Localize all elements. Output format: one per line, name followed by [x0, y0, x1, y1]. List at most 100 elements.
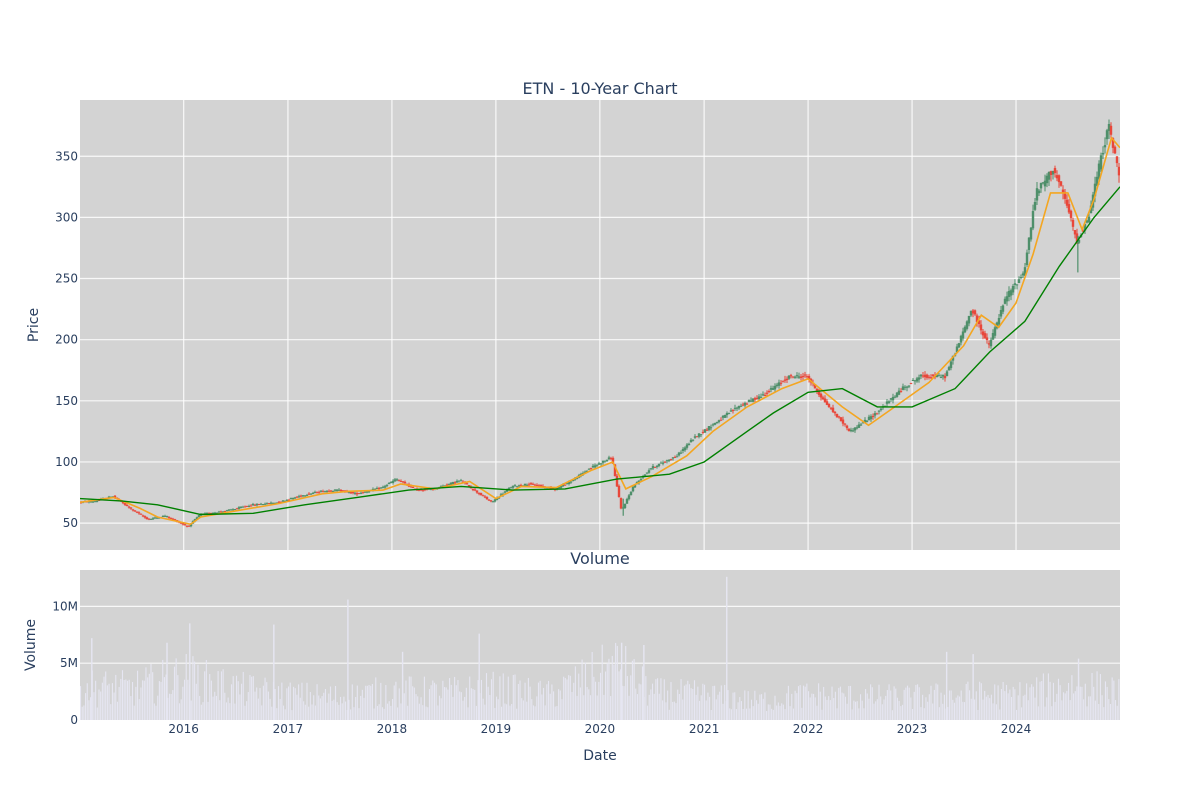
- candle-body: [483, 496, 487, 498]
- candle-body: [827, 404, 831, 408]
- candle-body: [917, 377, 921, 380]
- volume-bar: [516, 708, 518, 720]
- candle-body: [539, 485, 543, 487]
- candle-body: [609, 458, 613, 460]
- volume-bar: [928, 694, 930, 720]
- candle-body: [709, 427, 713, 429]
- volume-bar: [1037, 706, 1039, 720]
- volume-bar: [935, 683, 937, 720]
- candle-body: [293, 497, 297, 499]
- candle-body: [645, 472, 649, 474]
- volume-bar: [576, 695, 578, 720]
- volume-bar: [1073, 693, 1075, 720]
- candle-body: [499, 494, 503, 496]
- candle-body: [327, 490, 331, 492]
- volume-bar: [288, 686, 290, 720]
- candle-body: [267, 503, 271, 505]
- candle-body: [1059, 181, 1063, 186]
- volume-bar: [992, 703, 994, 720]
- volume-bar: [291, 710, 293, 720]
- volume-bar: [1113, 680, 1115, 720]
- volume-bar: [251, 676, 253, 720]
- volume-bar: [987, 694, 989, 720]
- candle-body: [411, 486, 415, 488]
- volume-bar: [880, 696, 882, 720]
- volume-bar: [598, 681, 600, 720]
- candle-body: [359, 492, 363, 494]
- candle-body: [655, 465, 659, 467]
- volume-bar: [452, 696, 454, 720]
- candle-body: [1081, 230, 1085, 232]
- volume-bar: [1062, 692, 1065, 720]
- candle-body: [1049, 171, 1053, 175]
- candle-body: [617, 485, 621, 498]
- volume-bar: [1022, 695, 1024, 720]
- volume-bar: [130, 696, 132, 720]
- volume-bar: [194, 661, 196, 720]
- volume-bar: [896, 697, 899, 720]
- candle-body: [997, 317, 1001, 325]
- volume-bar: [610, 696, 612, 720]
- volume-bar: [811, 693, 813, 720]
- candle-body: [943, 375, 947, 379]
- volume-bar: [100, 691, 102, 720]
- volume-bar: [955, 697, 957, 720]
- candle-body: [825, 401, 829, 405]
- volume-bar: [719, 691, 721, 720]
- candle-body: [895, 392, 899, 397]
- candle-body: [889, 398, 893, 400]
- volume-bar: [974, 699, 976, 720]
- volume-bar: [499, 676, 501, 720]
- volume-bar: [433, 682, 436, 720]
- candle-body: [89, 501, 93, 503]
- candle-body: [769, 388, 773, 390]
- volume-bar: [813, 693, 815, 720]
- candle-body: [833, 411, 837, 414]
- candle-body: [537, 485, 541, 487]
- candle-body: [625, 499, 629, 504]
- volume-bar: [1054, 701, 1056, 720]
- volume-bar: [596, 695, 598, 720]
- volume-bar: [254, 691, 256, 720]
- candle-body: [959, 335, 963, 343]
- volume-bar: [601, 644, 603, 720]
- volume-bar: [762, 698, 764, 720]
- volume-bar: [726, 576, 728, 720]
- candle-body: [507, 488, 511, 490]
- volume-bar: [967, 681, 969, 720]
- candle-body: [981, 331, 985, 336]
- candle-body: [589, 467, 593, 469]
- candle-body: [1067, 204, 1071, 213]
- candle-body: [385, 484, 389, 486]
- volume-bar: [979, 681, 981, 720]
- volume-bar: [574, 666, 576, 720]
- volume-bar: [197, 664, 199, 720]
- candle-body: [829, 407, 833, 409]
- candle-body: [135, 511, 139, 513]
- volume-bar: [224, 692, 226, 720]
- volume-bar: [818, 683, 820, 720]
- candle-body: [885, 401, 889, 404]
- volume-bar: [1098, 703, 1100, 720]
- candle-body: [669, 459, 673, 461]
- volume-bar: [606, 663, 608, 720]
- candle-body: [649, 468, 653, 470]
- candle-body: [505, 489, 509, 492]
- candle-body: [815, 389, 819, 392]
- volume-bar: [485, 673, 488, 720]
- volume-bar: [80, 686, 82, 720]
- candle-body: [457, 480, 461, 482]
- candle-body: [949, 361, 953, 369]
- candle-body: [241, 506, 245, 508]
- volume-bar: [249, 674, 251, 720]
- volume-bar: [172, 690, 174, 720]
- volume-bar: [1057, 678, 1060, 720]
- volume-bar: [799, 685, 801, 720]
- candle-body: [197, 515, 201, 517]
- candle-body: [951, 355, 955, 361]
- volume-bar: [1081, 686, 1083, 720]
- volume-bar: [319, 698, 321, 720]
- candle-body: [831, 407, 835, 412]
- volume-bar: [776, 705, 778, 720]
- volume-bar: [323, 692, 325, 720]
